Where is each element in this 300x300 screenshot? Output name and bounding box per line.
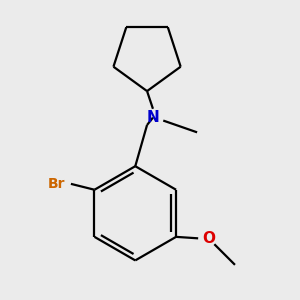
Text: Br: Br	[47, 177, 65, 191]
Text: O: O	[202, 231, 215, 246]
Text: N: N	[147, 110, 159, 125]
